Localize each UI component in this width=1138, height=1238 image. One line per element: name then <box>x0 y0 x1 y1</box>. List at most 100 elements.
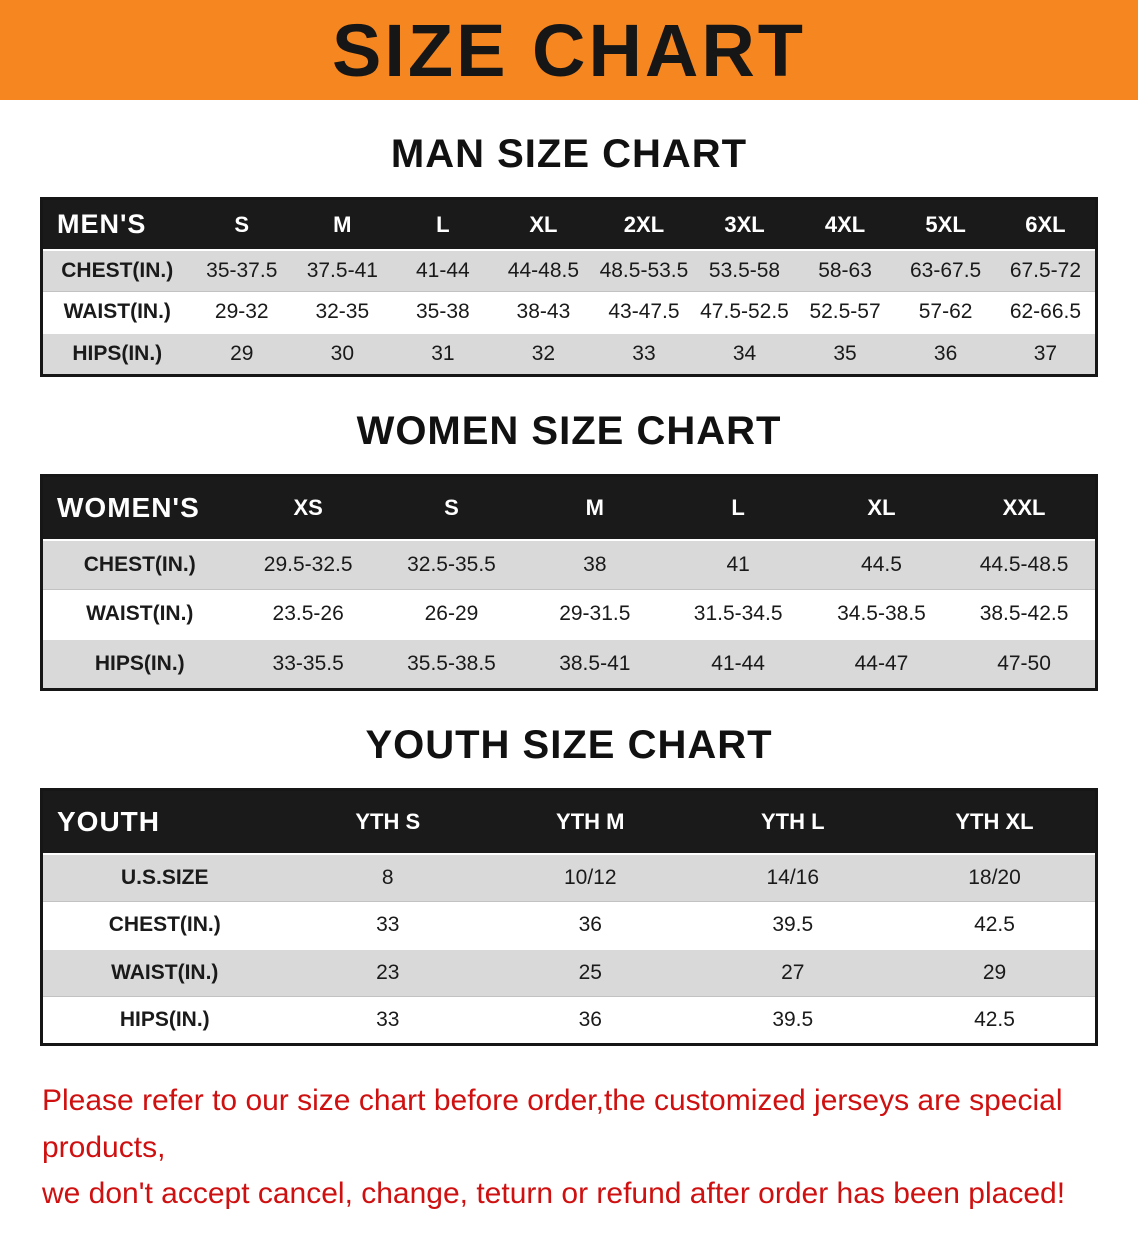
size-header-cell: YTH L <box>691 789 894 854</box>
value-cell: 41-44 <box>392 249 494 292</box>
row-label: CHEST(IN.) <box>41 901 287 950</box>
row-label: WAIST(IN.) <box>41 291 192 334</box>
table-header-row: MEN'S S M L XL 2XL 3XL 4XL 5XL 6XL <box>41 198 1097 250</box>
value-cell: 36 <box>895 332 996 376</box>
value-cell: 42.5 <box>894 996 1097 1045</box>
value-cell: 32 <box>493 332 594 376</box>
table-row: WAIST(IN.) 23.5-26 26-29 29-31.5 31.5-34.5 34… <box>41 589 1097 640</box>
size-header-cell: 6XL <box>995 198 1097 250</box>
banner: SIZE CHART <box>0 0 1138 100</box>
table-row: HIPS(IN.) 33-35.5 35.5-38.5 38.5-41 41-44 44-… <box>41 638 1097 690</box>
value-cell: 42.5 <box>894 901 1097 950</box>
value-cell: 39.5 <box>691 996 894 1045</box>
table-row: HIPS(IN.) 33 36 39.5 42.5 <box>41 996 1097 1045</box>
table-row: WAIST(IN.) 29-32 32-35 35-38 38-43 43-47.5 47.… <box>41 291 1097 334</box>
section-heading-youth: YOUTH SIZE CHART <box>365 723 773 767</box>
table-row: WAIST(IN.) 23 25 27 29 <box>41 948 1097 997</box>
row-label: CHEST(IN.) <box>41 539 237 590</box>
size-header-cell: YTH XL <box>894 789 1097 854</box>
value-cell: 33-35.5 <box>236 638 380 690</box>
size-header-cell: XL <box>493 198 594 250</box>
row-label: HIPS(IN.) <box>41 996 287 1045</box>
value-cell: 53.5-58 <box>694 249 795 292</box>
value-cell: 48.5-53.5 <box>593 249 695 292</box>
value-cell: 37.5-41 <box>292 249 393 292</box>
size-header-cell: YTH M <box>489 789 692 854</box>
size-header-cell: 2XL <box>593 198 695 250</box>
value-cell: 35.5-38.5 <box>379 638 524 690</box>
size-header-cell: YTH S <box>286 789 489 854</box>
size-header-cell: XXL <box>953 475 1097 540</box>
value-cell: 37 <box>995 332 1097 376</box>
size-header-cell: M <box>292 198 393 250</box>
value-cell: 38.5-42.5 <box>953 589 1097 640</box>
size-header-cell: XL <box>809 475 954 540</box>
value-cell: 33 <box>593 332 695 376</box>
value-cell: 33 <box>286 996 489 1045</box>
value-cell: 8 <box>286 853 489 902</box>
value-cell: 35-37.5 <box>191 249 293 292</box>
size-header-cell: 4XL <box>794 198 896 250</box>
value-cell: 44-47 <box>809 638 954 690</box>
row-label: U.S.SIZE <box>41 853 287 902</box>
value-cell: 30 <box>292 332 393 376</box>
value-cell: 43-47.5 <box>593 291 695 334</box>
value-cell: 25 <box>489 948 692 997</box>
value-cell: 33 <box>286 901 489 950</box>
value-cell: 29 <box>894 948 1097 997</box>
value-cell: 29-32 <box>191 291 293 334</box>
value-cell: 36 <box>489 901 692 950</box>
youth-size-table: YOUTH YTH S YTH M YTH L YTH XL U.S.SIZE 8 10/12… <box>40 788 1098 1046</box>
value-cell: 36 <box>489 996 692 1045</box>
value-cell: 32.5-35.5 <box>379 539 524 590</box>
size-header-cell: M <box>523 475 667 540</box>
value-cell: 23.5-26 <box>236 589 380 640</box>
value-cell: 26-29 <box>379 589 524 640</box>
value-cell: 47-50 <box>953 638 1097 690</box>
table-row: U.S.SIZE 8 10/12 14/16 18/20 <box>41 853 1097 902</box>
value-cell: 27 <box>691 948 894 997</box>
value-cell: 31.5-34.5 <box>666 589 810 640</box>
value-cell: 23 <box>286 948 489 997</box>
row-label: HIPS(IN.) <box>41 332 192 376</box>
row-label: WAIST(IN.) <box>41 589 237 640</box>
row-label: HIPS(IN.) <box>41 638 237 690</box>
value-cell: 34.5-38.5 <box>809 589 954 640</box>
size-header-cell: XS <box>236 475 380 540</box>
size-header-cell: 5XL <box>895 198 996 250</box>
value-cell: 34 <box>694 332 795 376</box>
value-cell: 18/20 <box>894 853 1097 902</box>
value-cell: 38 <box>523 539 667 590</box>
value-cell: 10/12 <box>489 853 692 902</box>
page-title: SIZE CHART <box>332 8 806 92</box>
section-heading-women: WOMEN SIZE CHART <box>356 409 782 453</box>
value-cell: 57-62 <box>895 291 996 334</box>
men-table-title-cell: MEN'S <box>41 198 192 250</box>
value-cell: 63-67.5 <box>895 249 996 292</box>
value-cell: 47.5-52.5 <box>694 291 795 334</box>
value-cell: 41-44 <box>666 638 810 690</box>
value-cell: 31 <box>392 332 494 376</box>
table-header-row: YOUTH YTH S YTH M YTH L YTH XL <box>41 789 1097 854</box>
size-header-cell: S <box>191 198 293 250</box>
value-cell: 35 <box>794 332 896 376</box>
table-row: CHEST(IN.) 29.5-32.5 32.5-35.5 38 41 44.5 44.5… <box>41 539 1097 590</box>
value-cell: 67.5-72 <box>995 249 1097 292</box>
table-header-row: WOMEN'S XS S M L XL XXL <box>41 475 1097 540</box>
youth-table-title-cell: YOUTH <box>41 789 287 854</box>
size-header-cell: S <box>379 475 524 540</box>
women-size-table: WOMEN'S XS S M L XL XXL CHEST(IN.) 29.5-32.5 32.5… <box>40 474 1098 691</box>
men-size-table: MEN'S S M L XL 2XL 3XL 4XL 5XL 6XL CHEST(IN.) 35-37… <box>40 197 1098 377</box>
size-header-cell: 3XL <box>694 198 795 250</box>
value-cell: 14/16 <box>691 853 894 902</box>
notice-line: Please refer to our size chart before or… <box>42 1084 1063 1164</box>
section-heading-men: MAN SIZE CHART <box>390 132 748 176</box>
value-cell: 39.5 <box>691 901 894 950</box>
table-row: CHEST(IN.) 35-37.5 37.5-41 41-44 44-48.5 48.5… <box>41 249 1097 292</box>
value-cell: 58-63 <box>794 249 896 292</box>
table-row: HIPS(IN.) 29 30 31 32 33 34 35 36 37 <box>41 332 1097 376</box>
value-cell: 32-35 <box>292 291 393 334</box>
value-cell: 29-31.5 <box>523 589 667 640</box>
value-cell: 44.5-48.5 <box>953 539 1097 590</box>
